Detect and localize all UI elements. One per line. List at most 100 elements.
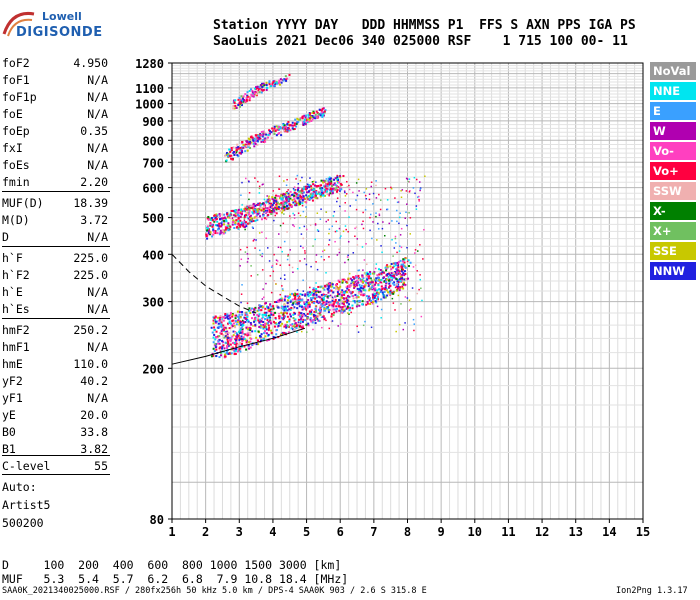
- echo-point: [287, 127, 290, 130]
- echo-point: [274, 194, 277, 197]
- echo-point: [307, 114, 310, 117]
- echo-point: [232, 330, 235, 333]
- echo-point: [307, 298, 310, 301]
- echo-point: [267, 320, 270, 323]
- echo-point: [224, 314, 227, 317]
- echo-point: [295, 327, 298, 330]
- echo-point: [374, 287, 377, 290]
- echo-point: [295, 195, 298, 198]
- echo-point: [342, 308, 345, 311]
- echo-point: [262, 288, 264, 290]
- echo-point: [402, 268, 405, 271]
- echo-point: [293, 191, 296, 194]
- echo-point: [299, 201, 302, 204]
- echo-point: [248, 198, 250, 201]
- echo-point: [307, 116, 310, 119]
- echo-point: [280, 81, 283, 84]
- echo-point: [217, 342, 220, 345]
- echo-point: [247, 341, 250, 344]
- echo-point: [223, 328, 226, 331]
- echo-point: [284, 295, 287, 298]
- echo-point: [347, 303, 350, 306]
- echo-point: [341, 291, 344, 294]
- muf-table: D 100 200 400 600 800 1000 1500 3000 [km…: [2, 558, 348, 586]
- echo-point: [227, 317, 230, 320]
- echo-point: [273, 125, 276, 128]
- echo-point: [354, 280, 357, 283]
- echo-point: [282, 289, 284, 292]
- echo-point: [300, 189, 303, 192]
- echo-point: [364, 289, 367, 292]
- echo-point: [335, 186, 338, 189]
- echo-point: [326, 184, 329, 187]
- echo-point: [420, 287, 422, 290]
- echo-point: [401, 189, 404, 191]
- echo-point: [416, 292, 419, 295]
- echo-point: [296, 174, 299, 177]
- echo-point: [389, 274, 392, 277]
- echo-point: [322, 287, 325, 290]
- echo-point: [317, 285, 320, 288]
- echo-point: [239, 98, 242, 101]
- echo-point: [330, 182, 333, 185]
- echo-point: [393, 281, 396, 284]
- echo-point: [222, 223, 225, 226]
- echo-point: [249, 331, 252, 334]
- echo-point: [214, 342, 217, 345]
- echo-point: [302, 312, 305, 315]
- echo-point: [291, 205, 294, 208]
- echo-point: [262, 209, 265, 212]
- echo-point: [297, 302, 300, 305]
- echo-point: [239, 216, 242, 219]
- echo-point: [240, 208, 243, 211]
- echo-point: [272, 202, 275, 205]
- echo-point: [325, 211, 328, 213]
- echo-point: [258, 192, 261, 194]
- echo-point: [235, 331, 238, 334]
- echo-point: [257, 137, 260, 140]
- echo-point: [378, 193, 380, 196]
- echo-point: [274, 316, 277, 319]
- echo-point: [336, 287, 339, 290]
- echo-point: [246, 149, 249, 152]
- echo-point: [271, 206, 274, 209]
- echo-point: [275, 81, 278, 84]
- echo-point: [305, 215, 307, 218]
- echo-point: [423, 228, 425, 231]
- echo-point: [263, 205, 266, 208]
- echo-point: [287, 192, 290, 195]
- echo-point: [226, 333, 229, 336]
- echo-point: [224, 231, 227, 234]
- echo-point: [324, 185, 327, 188]
- echo-point: [340, 296, 343, 299]
- echo-point: [253, 92, 256, 95]
- echo-point: [259, 206, 262, 209]
- y-tick-label: 800: [142, 134, 164, 148]
- echo-point: [398, 216, 401, 219]
- echo-point: [233, 99, 236, 102]
- echo-point: [318, 312, 321, 315]
- echo-point: [342, 175, 345, 178]
- echo-point: [338, 251, 341, 254]
- echo-point: [253, 137, 256, 140]
- echo-point: [264, 209, 267, 212]
- legend-item-w: W: [650, 122, 696, 140]
- echo-point: [403, 283, 406, 285]
- echo-point: [206, 237, 209, 240]
- echo-point: [328, 176, 331, 178]
- echo-point: [308, 184, 311, 187]
- echo-point: [216, 320, 219, 323]
- echo-point: [357, 331, 360, 333]
- x-tick-label: 4: [269, 525, 276, 539]
- echo-point: [340, 312, 343, 314]
- echo-point: [268, 202, 271, 205]
- echo-point: [401, 277, 404, 280]
- echo-point: [317, 112, 320, 115]
- echo-point: [297, 298, 300, 301]
- echo-point: [265, 332, 268, 335]
- echo-point: [226, 313, 229, 316]
- echo-point: [216, 228, 219, 231]
- echo-point: [315, 110, 318, 113]
- echo-point: [227, 341, 230, 344]
- echo-point: [261, 317, 264, 320]
